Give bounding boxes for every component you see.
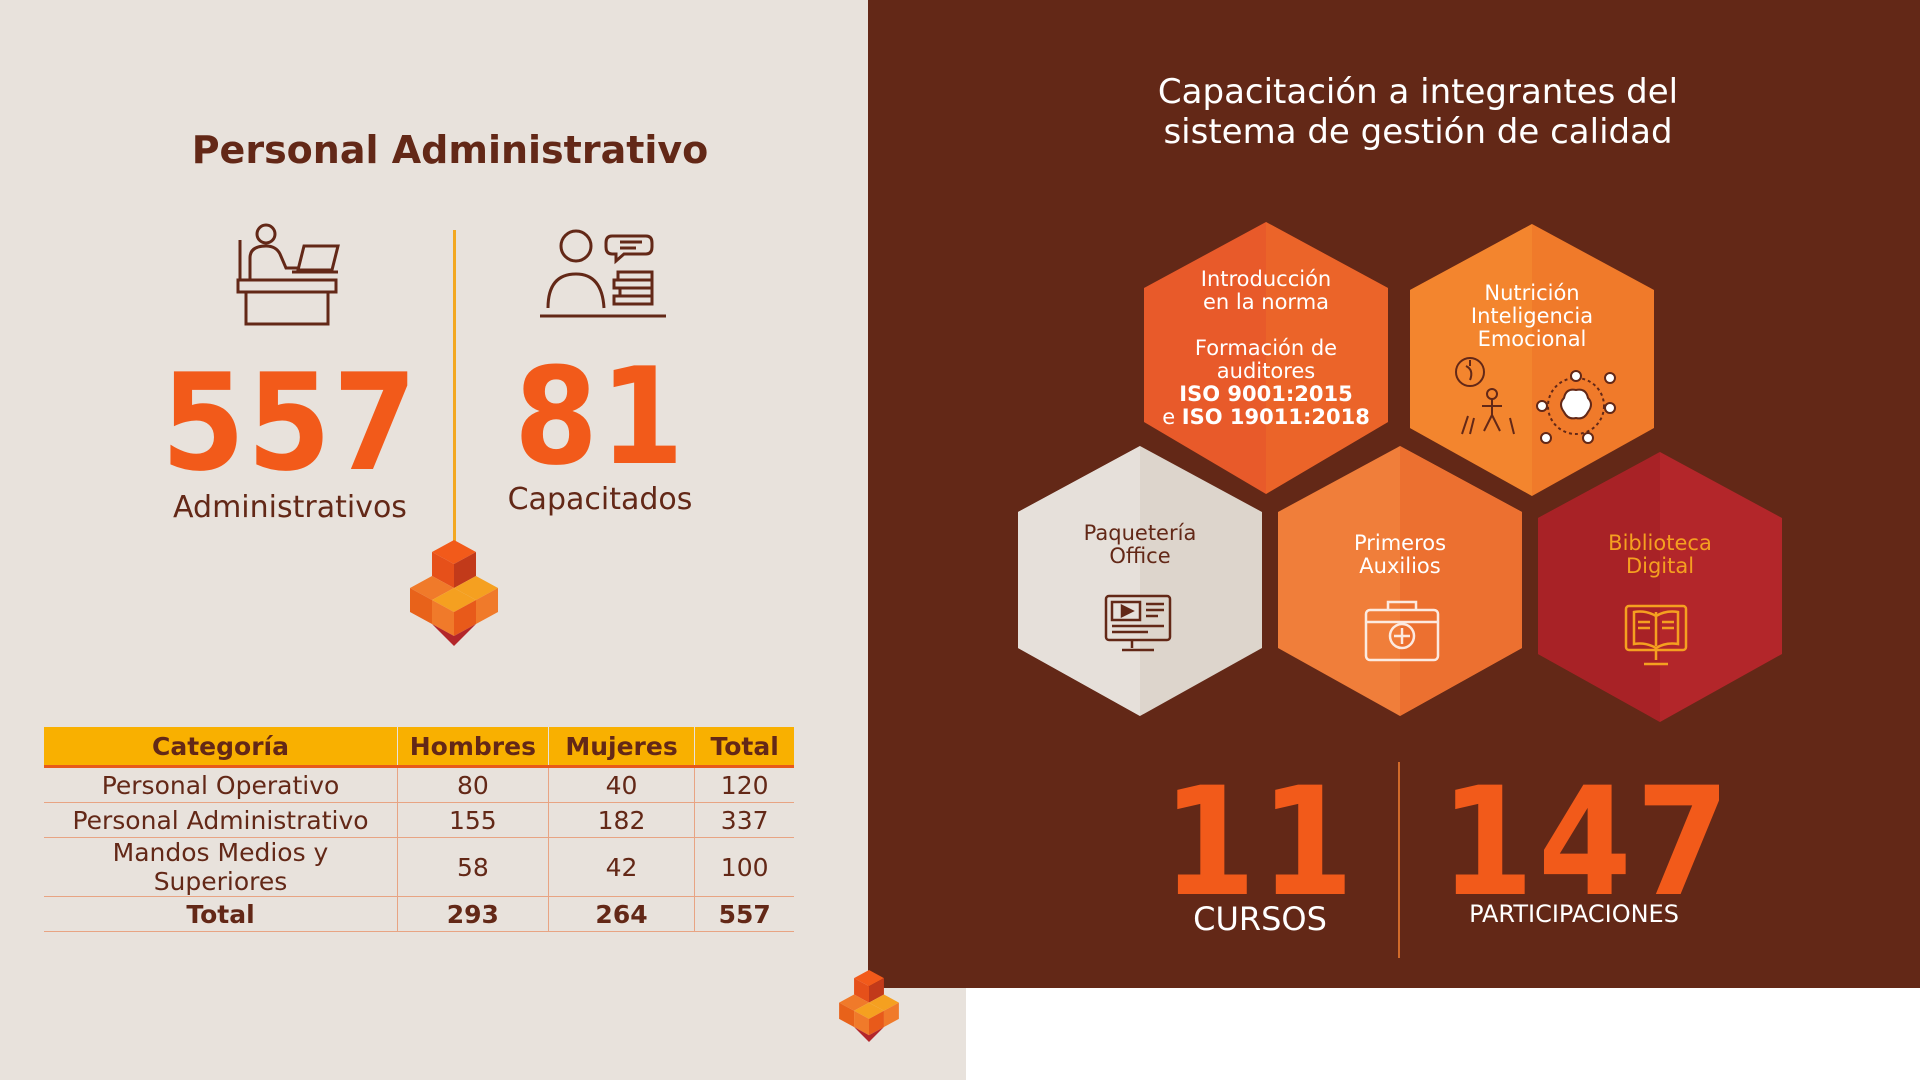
cursos-number: 11: [1162, 756, 1358, 930]
spacer: [1160, 314, 1372, 337]
table-cell: 100: [694, 837, 794, 897]
table-cell: 182: [547, 802, 695, 838]
teacher-icon: [540, 229, 666, 318]
hexagon-biblioteca-text: Biblioteca Digital: [1554, 532, 1766, 578]
cube-logo-icon: [839, 970, 899, 1042]
hex5-line1: Biblioteca: [1608, 531, 1712, 555]
hex4-line1: Primeros: [1353, 531, 1447, 555]
participaciones-label: PARTICIPACIONES: [1469, 900, 1679, 928]
nutrition-icon: [1455, 357, 1515, 435]
hex1-line3: Formación de: [1194, 336, 1338, 360]
cursos-label: CURSOS: [1193, 900, 1327, 938]
hex3-line1: Paquetería: [1083, 521, 1197, 545]
cube-logo-icon: [410, 540, 498, 646]
hexagon-auxilios-text: Primeros Auxilios: [1294, 532, 1506, 578]
hex1-line2: en la norma: [1202, 290, 1330, 314]
table-total-row: Total 293 264 557: [44, 896, 794, 932]
stats-table: Categoría Hombres Mujeres Total Personal…: [44, 727, 794, 932]
divider-line: [453, 230, 456, 550]
office-worker-icon: [236, 223, 340, 326]
table-cell: 58: [397, 837, 549, 897]
table-row: Personal Administrativo 155 182 337: [44, 802, 794, 838]
administrativos-number: 557: [161, 345, 419, 501]
hex1-line6-prefix: e: [1162, 405, 1176, 429]
hex2-line2: Inteligencia: [1470, 304, 1594, 328]
first-aid-kit-icon: [1364, 600, 1440, 662]
table-cell: 264: [547, 896, 695, 932]
brain-icon: [1536, 370, 1616, 444]
table-cell: Total: [44, 896, 398, 932]
table-cell: 337: [694, 802, 794, 838]
hex1-line6-text: ISO 19011:2018: [1181, 405, 1370, 429]
table-row: Personal Operativo 80 40 120: [44, 766, 794, 803]
divider-line: [1398, 762, 1400, 958]
table-cell: Personal Administrativo: [44, 802, 398, 838]
table-cell: Mandos Medios y Superiores: [44, 837, 398, 897]
table-cell: 293: [397, 896, 549, 932]
header-mujeres: Mujeres: [547, 727, 695, 768]
table-cell: 42: [547, 837, 695, 897]
left-title: Personal Administrativo: [191, 128, 709, 172]
table-cell: 120: [694, 766, 794, 803]
hexagon-nutricion-text: Nutrición Inteligencia Emocional: [1426, 282, 1638, 351]
header-categoria: Categoría: [44, 727, 398, 768]
hex1-line5: ISO 9001:2015: [1179, 382, 1353, 406]
capacitados-number: 81: [514, 339, 686, 495]
hexagon-norma-text: Introducción en la norma Formación de au…: [1160, 268, 1372, 429]
table-cell: 155: [397, 802, 549, 838]
hex4-line2: Auxilios: [1359, 554, 1441, 578]
administrativos-label: Administrativos: [173, 490, 407, 525]
table-header-row: Categoría Hombres Mujeres Total: [44, 727, 794, 768]
hex1-line6: e ISO 19011:2018: [1160, 406, 1372, 429]
table-row: Mandos Medios y Superiores 58 42 100: [44, 837, 794, 897]
right-title-line2: sistema de gestión de calidad: [1163, 112, 1673, 152]
table-cell: 557: [694, 896, 794, 932]
table-cell: Personal Operativo: [44, 766, 398, 803]
header-total: Total: [694, 727, 794, 768]
digital-book-icon: [1624, 604, 1688, 666]
header-hombres: Hombres: [397, 727, 549, 768]
table-cell: 80: [397, 766, 549, 803]
table-cell: 40: [547, 766, 695, 803]
hex3-line2: Office: [1109, 544, 1171, 568]
hexagon-office-text: Paquetería Office: [1034, 522, 1246, 568]
hex1-line1: Introducción: [1200, 267, 1332, 291]
hex5-line2: Digital: [1625, 554, 1695, 578]
participaciones-number: 147: [1440, 756, 1734, 930]
computer-video-icon: [1104, 594, 1172, 652]
hex2-line3: Emocional: [1477, 327, 1587, 351]
right-title: Capacitación a integrantes del sistema d…: [1088, 72, 1748, 152]
right-title-line1: Capacitación a integrantes del: [1157, 72, 1679, 112]
hex2-line1: Nutrición: [1484, 281, 1580, 305]
hex1-line4: auditores: [1216, 359, 1316, 383]
capacitados-label: Capacitados: [507, 482, 693, 517]
